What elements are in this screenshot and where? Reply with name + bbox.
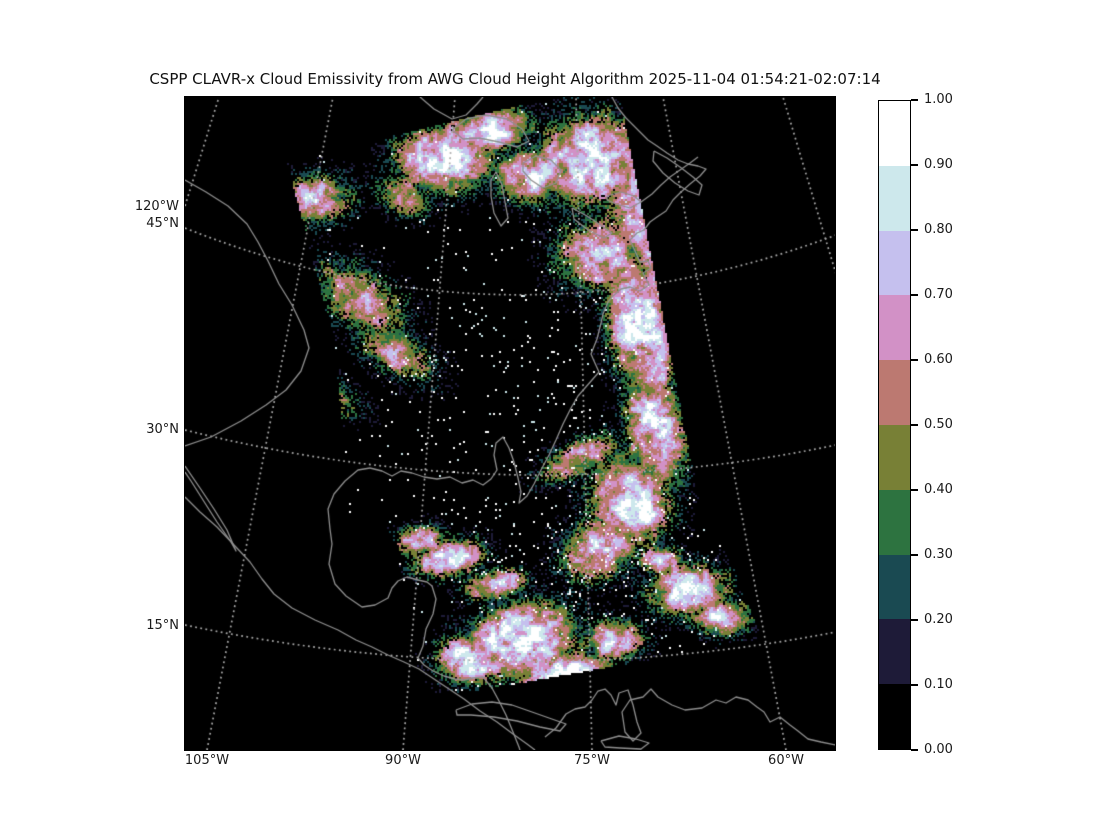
colorbar-tick-label: 0.60: [924, 352, 953, 367]
x-axis-tick-label: 60°W: [768, 753, 804, 768]
colorbar-tick-label: 1.00: [924, 92, 953, 107]
colorbar-tick-mark: [911, 164, 918, 166]
y-axis-tick-label: 15°N: [146, 618, 179, 633]
colorbar-segment: [879, 684, 910, 749]
colorbar-segment: [879, 101, 910, 166]
colorbar-tick-mark: [911, 749, 918, 751]
colorbar-segment: [879, 424, 910, 490]
colorbar-segment: [879, 360, 910, 425]
y-axis-tick-label: 30°N: [146, 422, 179, 437]
colorbar-tick-mark: [911, 619, 918, 621]
colorbar-tick-mark: [911, 554, 918, 556]
colorbar-tick-label: 0.80: [924, 222, 953, 237]
colorbar-tick-mark: [911, 684, 918, 686]
colorbar-tick-label: 0.20: [924, 612, 953, 627]
map-axes: [184, 96, 836, 751]
x-axis-tick-label: 75°W: [574, 753, 610, 768]
colorbar-segment: [879, 165, 910, 231]
colorbar-tick-mark: [911, 99, 918, 101]
colorbar-tick-mark: [911, 294, 918, 296]
colorbar-tick-label: 0.70: [924, 287, 953, 302]
colorbar-tick-label: 0.50: [924, 417, 953, 432]
colorbar-segment: [879, 295, 910, 361]
colorbar-tick-mark: [911, 229, 918, 231]
x-axis-tick-label: 105°W: [184, 753, 230, 768]
colorbar-tick-label: 0.00: [924, 742, 953, 757]
y-axis-tick-label: 120°W: [134, 199, 179, 214]
colorbar-tick-mark: [911, 424, 918, 426]
y-axis-tick-label: 45°N: [146, 216, 179, 231]
colorbar-tick-label: 0.10: [924, 677, 953, 692]
colorbar-segment: [879, 489, 910, 555]
colorbar-tick-mark: [911, 489, 918, 491]
colorbar-tick-label: 0.30: [924, 547, 953, 562]
colorbar-tick-mark: [911, 359, 918, 361]
plot-title: CSPP CLAVR-x Cloud Emissivity from AWG C…: [149, 70, 881, 88]
colorbar-segment: [879, 230, 910, 296]
colorbar-segment: [879, 619, 910, 685]
colorbar: [878, 100, 911, 750]
colorbar-tick-label: 0.90: [924, 157, 953, 172]
map-canvas: [185, 97, 835, 750]
colorbar-segment: [879, 554, 910, 620]
x-axis-tick-label: 90°W: [385, 753, 421, 768]
colorbar-tick-label: 0.40: [924, 482, 953, 497]
